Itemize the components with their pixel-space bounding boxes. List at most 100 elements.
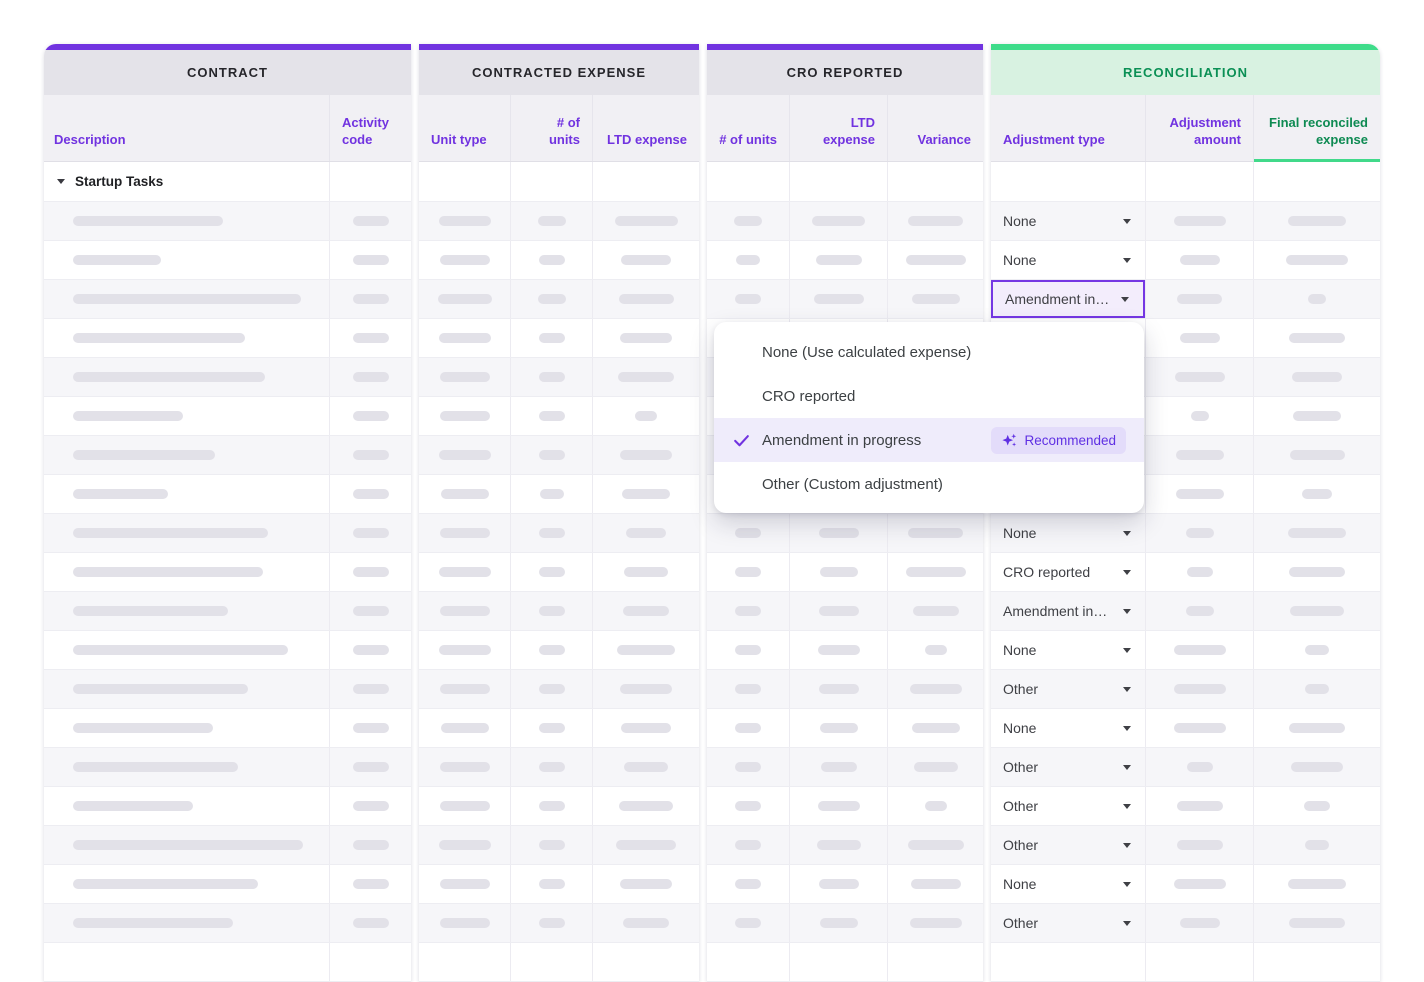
table-cell [1146,748,1254,786]
table-cell [330,280,411,318]
table-row [419,397,699,436]
skeleton-pill [815,255,862,265]
skeleton-pill [735,801,761,811]
table-row [44,358,411,397]
table-cell [1254,748,1380,786]
chevron-down-icon [1123,257,1131,263]
dropdown-item[interactable]: None (Use calculated expense) [714,330,1144,374]
table-cell: None [991,202,1146,240]
dropdown-item[interactable]: Other (Custom adjustment) [714,462,1144,506]
table-cell [991,397,1146,435]
table-row [707,943,983,982]
table-cell [1254,514,1380,552]
adjustment-type-select[interactable]: Amendment in… [991,280,1145,318]
table-cell [888,904,983,942]
adjustment-type-select[interactable]: None [991,202,1145,240]
skeleton-pill [819,567,858,577]
table-cell [707,162,790,201]
adjustment-type-select[interactable]: Other [991,826,1145,864]
table-cell [707,865,790,903]
skeleton-pill [819,723,858,733]
adjustment-type-select[interactable]: Amendment in… [991,592,1145,630]
table-cell [1146,592,1254,630]
table-cell [44,592,330,630]
table-row [707,709,983,748]
table-cell [511,709,593,747]
adjustment-type-select[interactable]: Other [991,748,1145,786]
adjustment-type-select[interactable]: None [991,709,1145,747]
table-cell [790,943,888,981]
table-cell [419,514,511,552]
adjustment-type-select[interactable]: None [991,514,1145,552]
dropdown-item[interactable]: Amendment in progress Recommended [714,418,1144,462]
skeleton-pill [1186,762,1213,772]
skeleton-pill [618,372,674,382]
adjustment-type-value: Other [1003,798,1039,814]
table-cell [330,514,411,552]
dropdown-item-label: Amendment in progress [762,431,922,449]
skeleton-pill [924,801,947,811]
skeleton-pill [352,333,389,343]
skeleton-pill [620,450,672,460]
table-cell [1146,202,1254,240]
chevron-down-icon [1123,608,1131,614]
chevron-down-icon [1123,569,1131,575]
skeleton-pill [538,450,565,460]
table-row [419,709,699,748]
sparkle-icon [1002,433,1017,447]
adjustment-type-select[interactable]: CRO reported [991,553,1145,591]
table-cell [44,436,330,474]
table-cell [44,319,330,357]
table-cell [707,553,790,591]
skeleton-pill [439,255,490,265]
table-cell [790,202,888,240]
adjustment-type-select[interactable]: None [991,865,1145,903]
adjustment-type-select[interactable]: Other [991,904,1145,942]
table-cell [707,631,790,669]
table-row [419,319,699,358]
table-cell: None [991,865,1146,903]
table-row [44,748,411,787]
skeleton-pill [911,723,960,733]
skeleton-pill [820,762,857,772]
table-cell [790,865,888,903]
skeleton-pill [911,294,960,304]
table-row [419,748,699,787]
skeleton-pill [538,918,565,928]
table-row: None [991,631,1380,670]
dropdown-item[interactable]: CRO reported [714,374,1144,418]
adjustment-type-select[interactable]: None [991,631,1145,669]
table-cell [330,592,411,630]
table-cell [511,943,593,981]
table-cell: Amendment in… [991,280,1146,318]
adjustment-type-select[interactable]: Other [991,670,1145,708]
group-row-startup-tasks[interactable]: Startup Tasks [44,174,163,189]
collapse-triangle-icon[interactable] [57,179,65,184]
table-cell [330,670,411,708]
adjustment-type-select[interactable]: None [991,241,1145,279]
skeleton-pill [907,840,964,850]
table-cell [707,670,790,708]
column-header-ltd-expense: LTD expense [607,132,687,148]
adjustment-type-value: None [1003,642,1037,658]
skeleton-pill [439,801,490,811]
table-cell [593,943,699,981]
group-row [991,162,1380,202]
adjustment-type-value: CRO reported [1003,564,1091,580]
skeleton-pill [1190,411,1209,421]
skeleton-pill [908,216,963,226]
skeleton-pill [352,528,389,538]
skeleton-pill [73,528,268,538]
table-cell [1254,553,1380,591]
table-cell: Startup Tasks [44,162,330,201]
adjustment-type-select[interactable]: Other [991,787,1145,825]
table-cell [991,475,1146,513]
table-cell [888,631,983,669]
table-cell [1146,787,1254,825]
table-cell [1146,904,1254,942]
table-row [419,592,699,631]
table-cell [330,904,411,942]
table-row [419,280,699,319]
table-cell [790,553,888,591]
table-cell [511,358,593,396]
